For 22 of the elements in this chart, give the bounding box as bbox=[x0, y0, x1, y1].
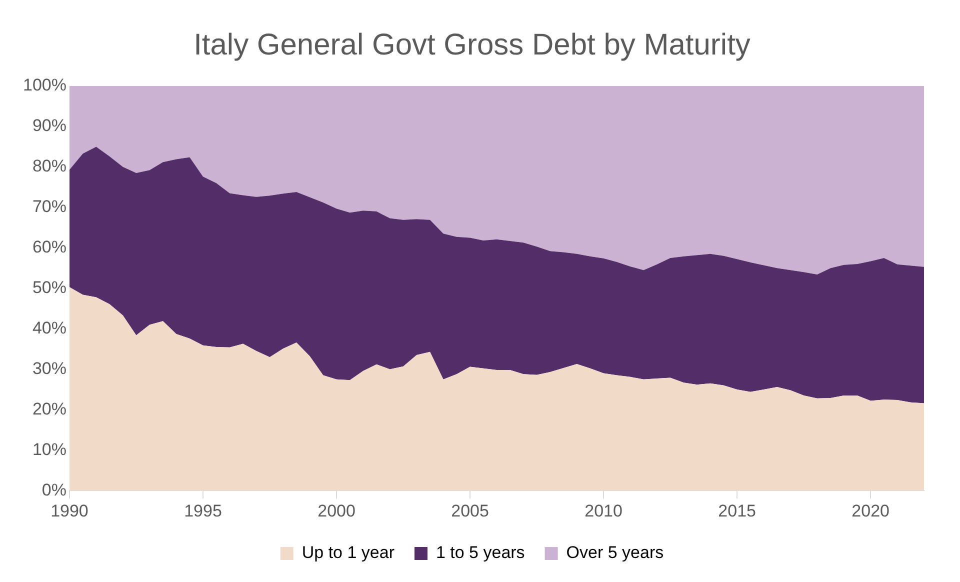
x-tick-label: 2010 bbox=[584, 501, 622, 520]
y-tick-label: 50% bbox=[32, 278, 66, 297]
y-tick-label: 20% bbox=[32, 399, 66, 418]
x-tick-label: 2020 bbox=[852, 501, 890, 520]
legend-label: 1 to 5 years bbox=[436, 543, 525, 562]
x-tick-label: 2005 bbox=[451, 501, 489, 520]
y-tick-label: 0% bbox=[42, 480, 66, 500]
x-tick-label: 2015 bbox=[718, 501, 756, 520]
y-tick-label: 40% bbox=[32, 318, 66, 338]
y-tick-label: 70% bbox=[32, 197, 66, 216]
x-tick-label: 1990 bbox=[50, 501, 88, 520]
x-tick-label: 2000 bbox=[318, 501, 356, 520]
legend-label: Over 5 years bbox=[566, 543, 664, 562]
x-tick-label: 1995 bbox=[184, 501, 222, 520]
y-tick-label: 10% bbox=[32, 440, 66, 459]
y-tick-label: 100% bbox=[22, 76, 66, 95]
y-tick-label: 80% bbox=[32, 156, 66, 176]
chart-title: Italy General Govt Gross Debt by Maturity bbox=[194, 28, 750, 62]
y-tick-label: 30% bbox=[32, 358, 66, 378]
y-tick-label: 60% bbox=[32, 238, 66, 257]
legend-label: Up to 1 year bbox=[302, 543, 395, 562]
y-tick-label: 90% bbox=[32, 116, 66, 136]
